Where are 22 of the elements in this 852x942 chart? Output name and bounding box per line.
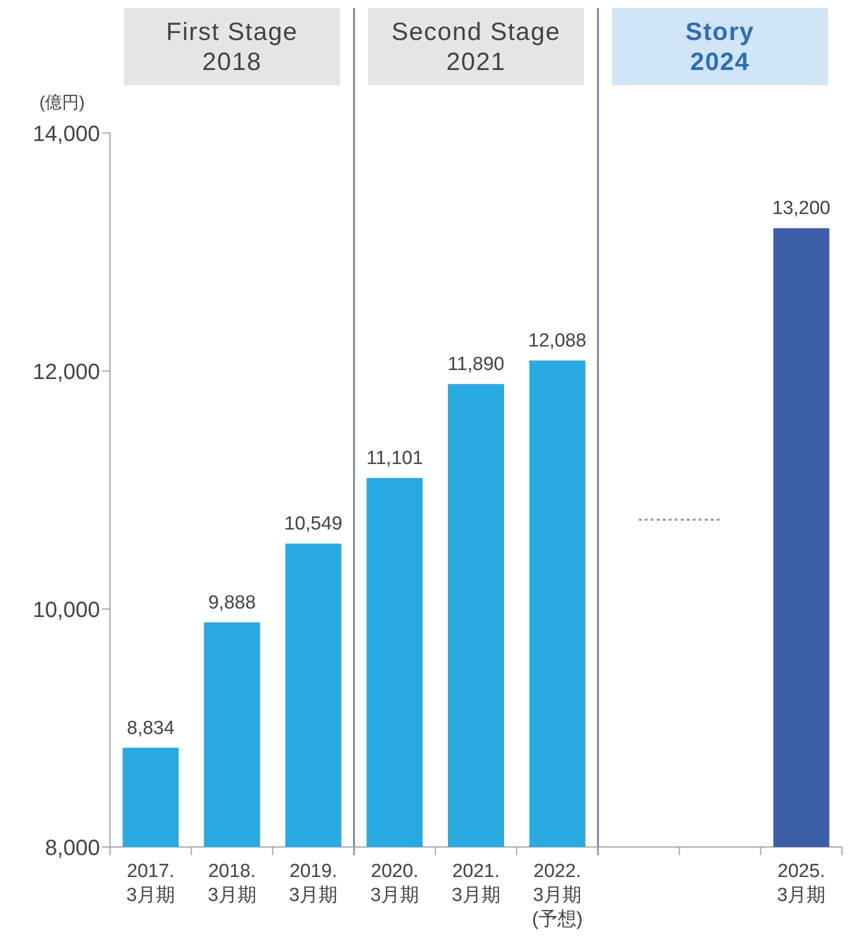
data-label: 12,088 (528, 330, 586, 352)
data-label: 13,200 (772, 198, 830, 220)
data-label: 11,890 (448, 354, 504, 376)
x-tick-label: 2018. 3月期 (208, 861, 256, 906)
data-label: 9,888 (208, 592, 256, 614)
data-label: 11,101 (366, 448, 424, 469)
x-tick-label: 2019. 3月期 (289, 861, 338, 906)
y-tick-label: 14,000 (32, 121, 100, 146)
y-tick-label: 10,000 (32, 597, 100, 622)
x-tick-label: 2022. 3月期 (予想) (532, 861, 583, 930)
data-label: 10,549 (284, 514, 342, 535)
text: Story 2024 (686, 18, 754, 76)
text: First Stage 2018 (166, 18, 298, 76)
x-tick-label: 2020. 3月期 (370, 861, 419, 906)
y-tick-label: 8,000 (44, 835, 100, 860)
x-tick-label: 2021. 3月期 (452, 861, 500, 906)
x-tick-label: 2017. 3月期 (126, 861, 175, 906)
text: Second Stage 2021 (391, 18, 561, 76)
data-label: 8,834 (126, 718, 175, 739)
x-tick-label: 2025. 3月期 (777, 861, 826, 906)
y-axis-title: (億円) (39, 93, 85, 112)
y-tick-label: 12,000 (32, 359, 100, 384)
